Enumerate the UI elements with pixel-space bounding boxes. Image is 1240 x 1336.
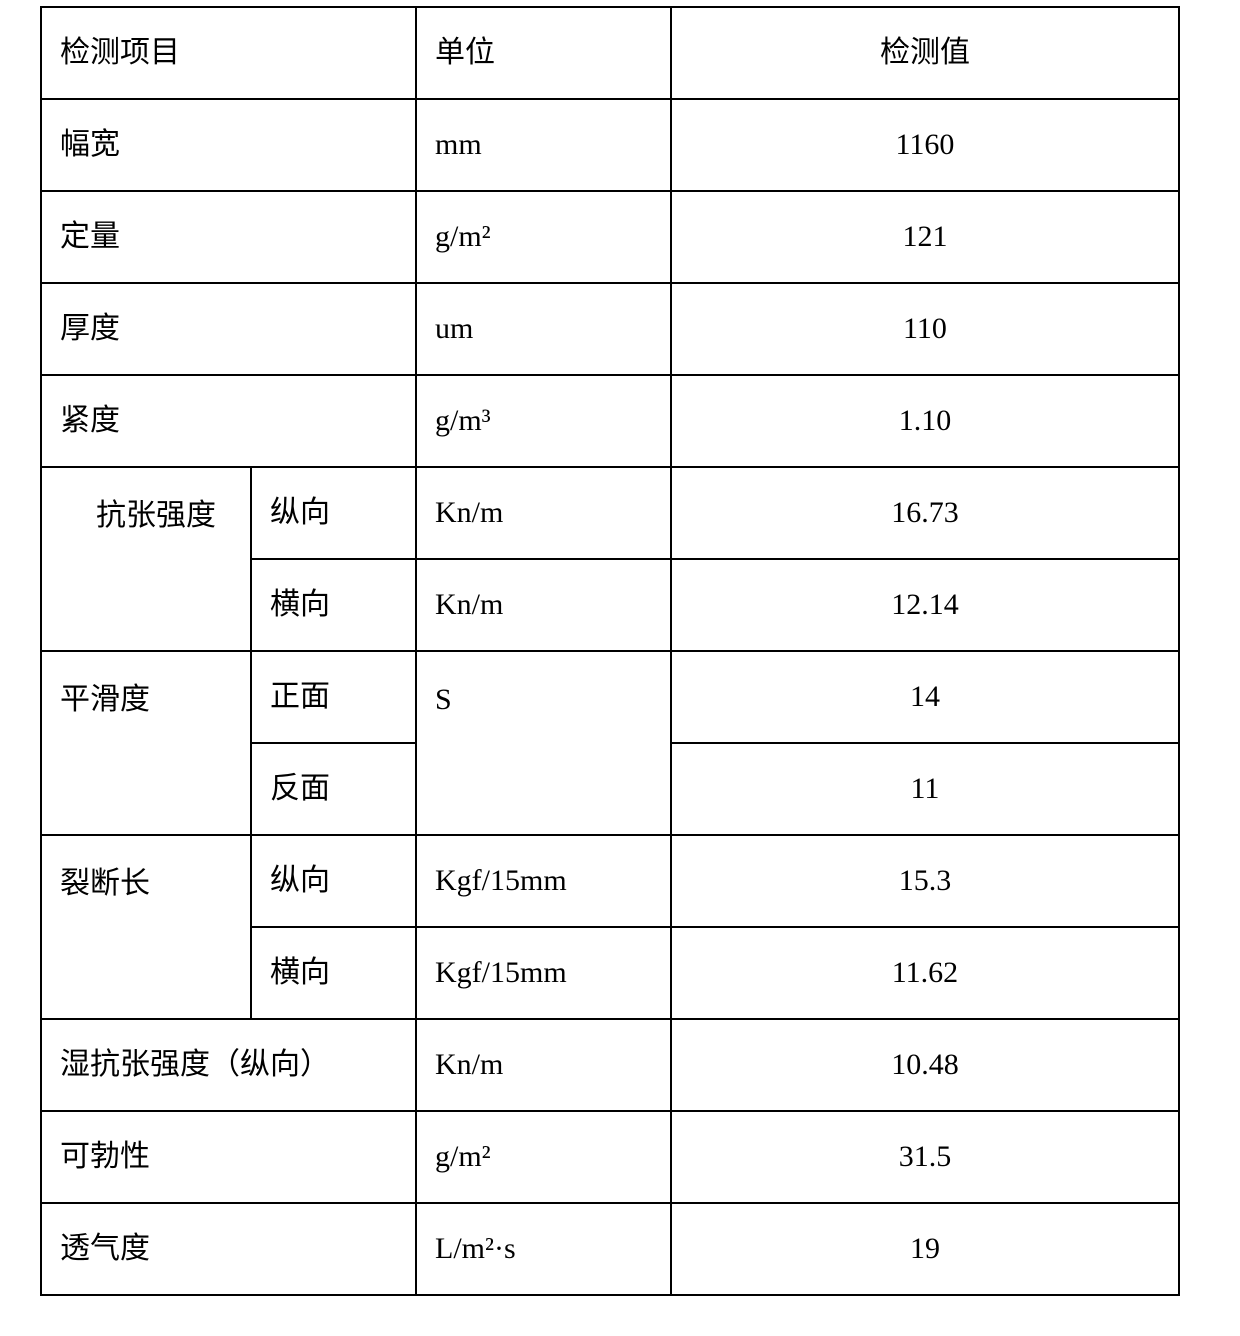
unit-cell: Kn/m — [416, 559, 671, 651]
item-cell: 幅宽 — [41, 99, 416, 191]
unit-cell: Kgf/15mm — [416, 927, 671, 1019]
value-cell: 121 — [671, 191, 1179, 283]
table-row: 紧度 g/m³ 1.10 — [41, 375, 1179, 467]
dir-cell: 横向 — [251, 927, 416, 1019]
tensile-row: 抗张强度 纵向 Kn/m 16.73 — [41, 467, 1179, 559]
value-cell: 1160 — [671, 99, 1179, 191]
value-cell: 16.73 — [671, 467, 1179, 559]
value-cell: 12.14 — [671, 559, 1179, 651]
side-cell: 正面 — [251, 651, 416, 743]
dir-cell: 横向 — [251, 559, 416, 651]
unit-cell: Kn/m — [416, 1019, 671, 1111]
value-cell: 11 — [671, 743, 1179, 835]
header-value: 检测值 — [671, 7, 1179, 99]
unit-cell: mm — [416, 99, 671, 191]
unit-cell: g/m² — [416, 191, 671, 283]
spec-table: 检测项目 单位 检测值 幅宽 mm 1160 定量 g/m² 121 厚度 um… — [40, 6, 1180, 1296]
header-row: 检测项目 单位 检测值 — [41, 7, 1179, 99]
value-cell: 31.5 — [671, 1111, 1179, 1203]
item-cell: 湿抗张强度（纵向） — [41, 1019, 416, 1111]
unit-cell: um — [416, 283, 671, 375]
side-cell: 反面 — [251, 743, 416, 835]
table-row: 厚度 um 110 — [41, 283, 1179, 375]
unit-cell: g/m² — [416, 1111, 671, 1203]
smoothness-label: 平滑度 — [41, 651, 251, 835]
value-cell: 15.3 — [671, 835, 1179, 927]
table-row: 可勃性 g/m² 31.5 — [41, 1111, 1179, 1203]
unit-cell: Kn/m — [416, 467, 671, 559]
dir-cell: 纵向 — [251, 835, 416, 927]
table-row: 透气度 L/m²·s 19 — [41, 1203, 1179, 1295]
table-row: 湿抗张强度（纵向） Kn/m 10.48 — [41, 1019, 1179, 1111]
value-cell: 14 — [671, 651, 1179, 743]
value-cell: 19 — [671, 1203, 1179, 1295]
header-unit: 单位 — [416, 7, 671, 99]
value-cell: 110 — [671, 283, 1179, 375]
item-cell: 定量 — [41, 191, 416, 283]
break-label: 裂断长 — [41, 835, 251, 1019]
tensile-label: 抗张强度 — [41, 467, 251, 651]
unit-cell: S — [416, 651, 671, 835]
item-cell: 紧度 — [41, 375, 416, 467]
unit-cell: Kgf/15mm — [416, 835, 671, 927]
item-cell: 厚度 — [41, 283, 416, 375]
unit-cell: L/m²·s — [416, 1203, 671, 1295]
smoothness-row: 平滑度 正面 S 14 — [41, 651, 1179, 743]
item-cell: 可勃性 — [41, 1111, 416, 1203]
header-item: 检测项目 — [41, 7, 416, 99]
value-cell: 11.62 — [671, 927, 1179, 1019]
value-cell: 1.10 — [671, 375, 1179, 467]
dir-cell: 纵向 — [251, 467, 416, 559]
value-cell: 10.48 — [671, 1019, 1179, 1111]
table-row: 定量 g/m² 121 — [41, 191, 1179, 283]
table-row: 幅宽 mm 1160 — [41, 99, 1179, 191]
break-row: 裂断长 纵向 Kgf/15mm 15.3 — [41, 835, 1179, 927]
item-cell: 透气度 — [41, 1203, 416, 1295]
unit-cell: g/m³ — [416, 375, 671, 467]
